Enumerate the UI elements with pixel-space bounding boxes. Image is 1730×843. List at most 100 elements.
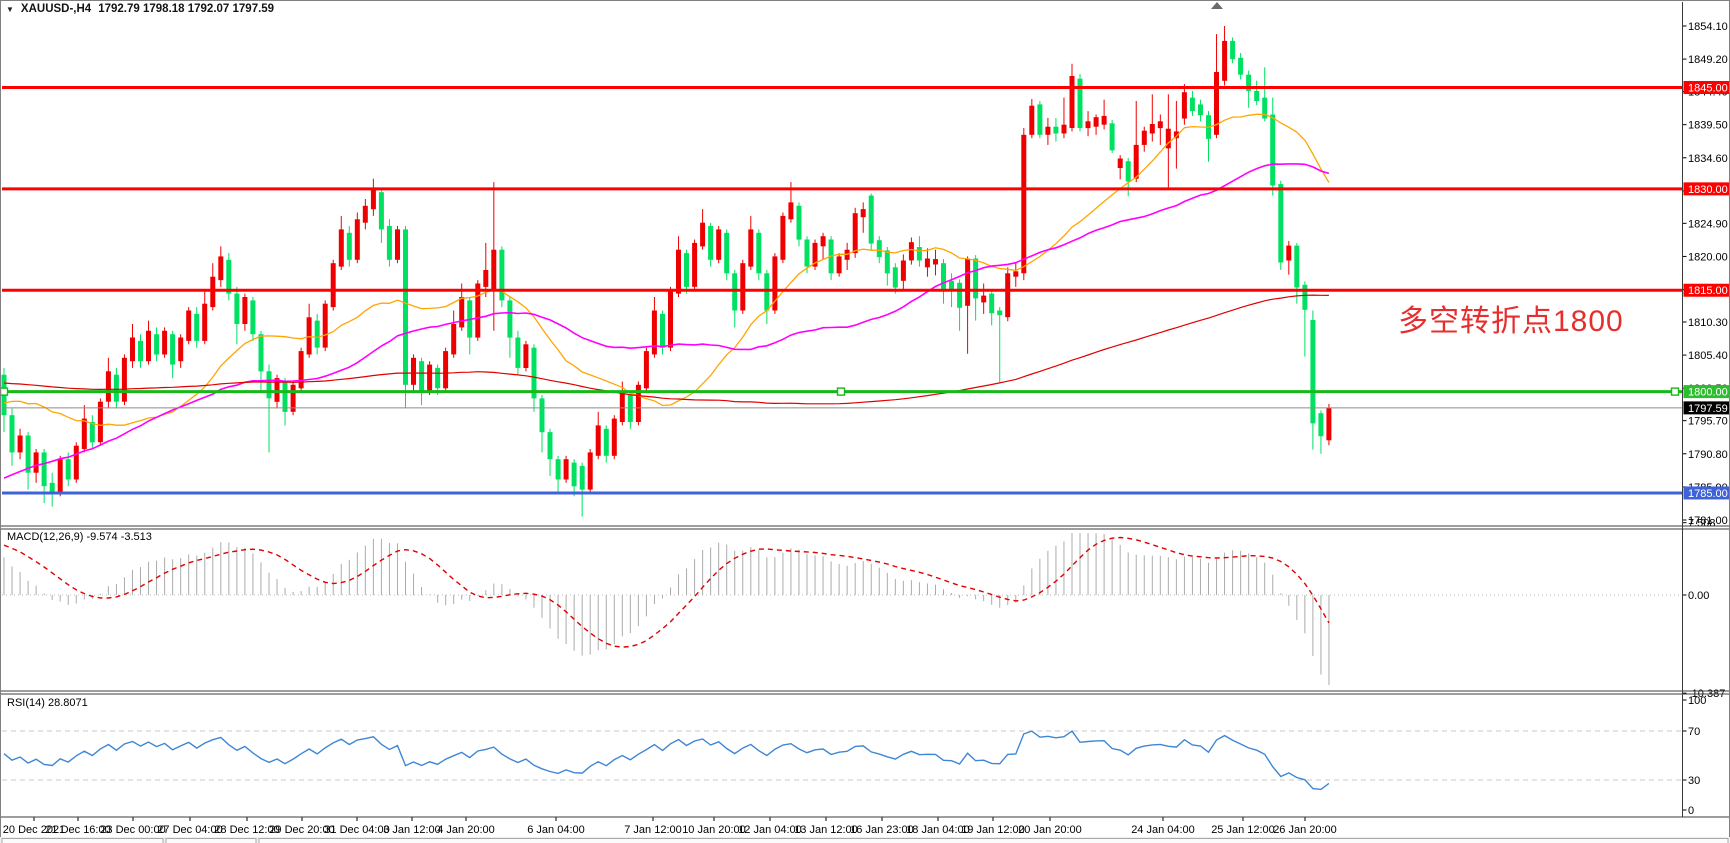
candlestick (1157, 121, 1163, 129)
candlestick (274, 378, 280, 402)
resistance-1845-badge-label: 1845.00 (1688, 82, 1728, 94)
candlestick (732, 273, 738, 311)
annotation-text[interactable]: 多空转折点1800 (1398, 305, 1624, 338)
candlestick (419, 361, 425, 392)
chart-shift-marker-icon[interactable] (1211, 2, 1223, 9)
candlestick (700, 222, 706, 247)
line-handle[interactable] (1670, 387, 1680, 396)
candlestick (1270, 114, 1276, 186)
time-axis-label: 13 Jan 12:00 (794, 824, 858, 836)
candlestick (282, 381, 288, 412)
candlestick (162, 330, 168, 355)
candlestick (218, 256, 224, 281)
candlestick (1005, 273, 1011, 318)
candlestick (1109, 123, 1115, 151)
candlestick (1173, 131, 1179, 139)
candlestick (764, 273, 770, 311)
candlestick (1125, 161, 1131, 182)
candlestick (370, 188, 376, 210)
symbol-dropdown-icon[interactable]: ▼ (6, 4, 14, 14)
status-bar-segment[interactable] (258, 838, 1729, 843)
candlestick (997, 310, 1003, 316)
candlestick (916, 247, 922, 261)
candlestick (1294, 245, 1300, 288)
candlestick (121, 357, 127, 402)
resistance-1830-badge-label: 1830.00 (1688, 184, 1728, 196)
time-axis-label: 21 Dec 16:00 (45, 824, 110, 836)
pivot-1800-badge-label: 1800.00 (1688, 387, 1728, 399)
candlestick (338, 229, 344, 267)
candlestick (949, 280, 954, 291)
candlestick (1133, 144, 1139, 179)
candlestick (1302, 284, 1308, 310)
candlestick (386, 226, 392, 260)
candlestick (41, 452, 47, 487)
candlestick (973, 258, 979, 299)
candlestick (266, 371, 272, 399)
candlestick (290, 384, 296, 412)
current-price-badge-label: 1797.59 (1688, 403, 1728, 415)
candlestick (105, 371, 111, 402)
candlestick (154, 334, 160, 355)
candlestick (226, 259, 232, 294)
candlestick (900, 260, 906, 281)
candlestick (579, 465, 585, 490)
candlestick (539, 398, 545, 433)
candlestick (908, 242, 914, 261)
candlestick (643, 351, 649, 389)
candlestick (611, 418, 617, 456)
candlestick (531, 347, 537, 399)
candlestick (619, 391, 625, 422)
candlestick (1262, 97, 1268, 119)
candlestick (627, 395, 633, 422)
resistance-1830-badge (1683, 182, 1730, 196)
time-axis-label: 10 Jan 20:00 (682, 824, 746, 836)
time-axis-label: 29 Dec 20:00 (269, 824, 334, 836)
candlestick (1254, 90, 1260, 101)
candlestick (395, 229, 400, 260)
candlestick (820, 236, 826, 247)
time-axis-label: 20 Dec 2021 (3, 824, 65, 836)
candlestick (523, 344, 529, 368)
candlestick (1189, 97, 1195, 112)
candlestick (1278, 184, 1284, 263)
macd-indicator-label: MACD(12,26,9) -9.574 -3.513 (7, 531, 152, 543)
candlestick (362, 205, 368, 223)
candlestick (860, 209, 866, 218)
candlestick (563, 459, 569, 480)
candlestick (170, 334, 176, 365)
candlestick (1013, 271, 1019, 277)
candlestick (81, 418, 87, 449)
candlestick (1181, 92, 1187, 119)
line-handle[interactable] (836, 387, 846, 396)
candlestick (378, 192, 384, 230)
candlestick (1045, 126, 1051, 135)
candlestick (876, 240, 882, 258)
time-axis-label: 6 Jan 04:00 (527, 824, 585, 836)
status-bar-segment[interactable] (165, 838, 257, 843)
price-tick-label: 1810.30 (1688, 317, 1728, 329)
resistance-1815-badge (1683, 283, 1730, 297)
candlestick (555, 459, 561, 480)
time-axis-label: 24 Jan 04:00 (1131, 824, 1195, 836)
candlestick (459, 297, 465, 328)
candlestick (306, 317, 312, 355)
candlestick (981, 295, 987, 303)
time-axis-label: 18 Jan 04:00 (906, 824, 970, 836)
pivot-1800-badge (1683, 385, 1730, 399)
candlestick (346, 232, 352, 260)
candlestick (330, 263, 336, 308)
candlestick (933, 259, 938, 265)
price-tick-label: 1820.00 (1688, 251, 1728, 263)
line-handle[interactable] (0, 387, 9, 396)
status-bar-segment[interactable] (1, 838, 164, 843)
candlestick (186, 310, 192, 341)
candlestick (924, 258, 930, 268)
candlestick (603, 428, 609, 456)
candlestick (138, 340, 143, 362)
candlestick (322, 303, 328, 348)
candlestick (89, 422, 95, 443)
candlestick (804, 239, 810, 267)
time-axis-label: 28 Dec 12:00 (214, 824, 279, 836)
